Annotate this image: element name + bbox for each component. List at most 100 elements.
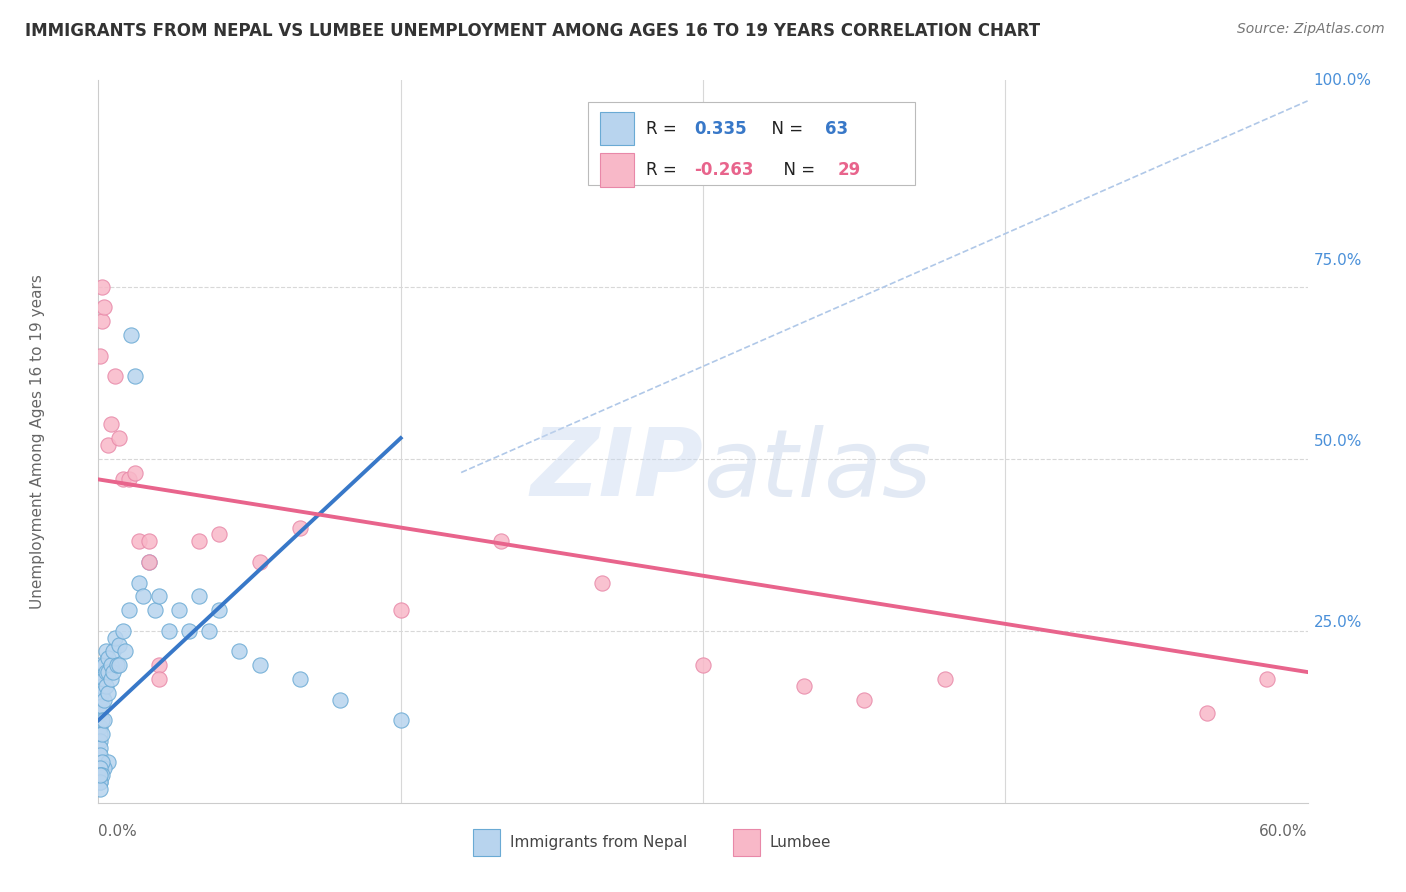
Text: R =: R = bbox=[647, 120, 682, 137]
Point bbox=[138, 555, 160, 569]
Point bbox=[91, 279, 114, 293]
Point bbox=[89, 349, 111, 363]
FancyBboxPatch shape bbox=[588, 102, 915, 185]
Point bbox=[93, 713, 115, 727]
Point bbox=[93, 301, 115, 315]
Text: 0.335: 0.335 bbox=[695, 120, 747, 137]
Point bbox=[107, 658, 129, 673]
Point bbox=[101, 665, 124, 679]
Point bbox=[89, 768, 111, 782]
Point bbox=[148, 590, 170, 604]
Point bbox=[118, 472, 141, 486]
Point bbox=[93, 761, 115, 775]
Point bbox=[138, 534, 160, 549]
Point bbox=[208, 603, 231, 617]
Point bbox=[97, 755, 120, 769]
Point bbox=[93, 672, 115, 686]
Point bbox=[91, 679, 114, 693]
Point bbox=[249, 658, 271, 673]
Point bbox=[1195, 706, 1218, 721]
Point bbox=[934, 672, 956, 686]
Point bbox=[96, 679, 118, 693]
Point bbox=[1256, 672, 1278, 686]
Point bbox=[89, 775, 111, 789]
Text: N =: N = bbox=[761, 120, 808, 137]
Point bbox=[179, 624, 201, 638]
Point bbox=[128, 534, 150, 549]
Point bbox=[91, 314, 114, 328]
Point bbox=[208, 527, 231, 541]
Point bbox=[89, 706, 111, 721]
Point bbox=[93, 692, 115, 706]
Point bbox=[198, 624, 221, 638]
Point bbox=[97, 651, 120, 665]
Bar bbox=[600, 153, 634, 186]
Bar bbox=[734, 829, 759, 856]
Point bbox=[157, 624, 180, 638]
Text: Source: ZipAtlas.com: Source: ZipAtlas.com bbox=[1237, 22, 1385, 37]
Point bbox=[103, 631, 125, 645]
Point bbox=[101, 644, 124, 658]
Point bbox=[288, 672, 311, 686]
Bar bbox=[474, 829, 501, 856]
Point bbox=[188, 590, 211, 604]
Point bbox=[228, 644, 250, 658]
Point bbox=[89, 672, 111, 686]
Text: IMMIGRANTS FROM NEPAL VS LUMBEE UNEMPLOYMENT AMONG AGES 16 TO 19 YEARS CORRELATI: IMMIGRANTS FROM NEPAL VS LUMBEE UNEMPLOY… bbox=[25, 22, 1040, 40]
Point bbox=[114, 644, 136, 658]
Point bbox=[132, 590, 155, 604]
Point bbox=[91, 699, 114, 714]
Text: 0.0%: 0.0% bbox=[98, 824, 138, 839]
Point bbox=[89, 761, 111, 775]
Text: ZIP: ZIP bbox=[530, 425, 703, 516]
Point bbox=[124, 369, 146, 384]
Point bbox=[91, 755, 114, 769]
Point bbox=[148, 658, 170, 673]
Point bbox=[91, 727, 114, 741]
Text: 50.0%: 50.0% bbox=[1313, 434, 1362, 449]
Text: 63: 63 bbox=[825, 120, 848, 137]
Point bbox=[389, 713, 412, 727]
Text: N =: N = bbox=[773, 161, 821, 179]
Point bbox=[793, 679, 815, 693]
Point bbox=[124, 466, 146, 480]
Point bbox=[138, 555, 160, 569]
Point bbox=[89, 692, 111, 706]
Point bbox=[89, 775, 111, 789]
Text: R =: R = bbox=[647, 161, 682, 179]
Point bbox=[389, 603, 412, 617]
Point bbox=[105, 658, 128, 673]
Point bbox=[97, 438, 120, 452]
Point bbox=[329, 692, 352, 706]
Point bbox=[188, 534, 211, 549]
Point bbox=[91, 768, 114, 782]
Point bbox=[118, 603, 141, 617]
Point bbox=[97, 686, 120, 700]
Point bbox=[103, 369, 125, 384]
Text: Unemployment Among Ages 16 to 19 years: Unemployment Among Ages 16 to 19 years bbox=[31, 274, 45, 609]
Point bbox=[89, 768, 111, 782]
Point bbox=[491, 534, 513, 549]
Text: 25.0%: 25.0% bbox=[1313, 615, 1362, 630]
Text: Immigrants from Nepal: Immigrants from Nepal bbox=[509, 835, 686, 850]
Text: 29: 29 bbox=[837, 161, 860, 179]
Point bbox=[148, 672, 170, 686]
Point bbox=[89, 782, 111, 797]
Point bbox=[107, 431, 129, 445]
Point bbox=[96, 665, 118, 679]
Point bbox=[249, 555, 271, 569]
Point bbox=[111, 624, 134, 638]
Point bbox=[692, 658, 714, 673]
Point bbox=[96, 644, 118, 658]
Point bbox=[853, 692, 876, 706]
Text: Lumbee: Lumbee bbox=[769, 835, 831, 850]
Bar bbox=[600, 112, 634, 145]
Point bbox=[89, 734, 111, 748]
Point bbox=[89, 740, 111, 755]
Point bbox=[128, 575, 150, 590]
Point bbox=[100, 672, 122, 686]
Point bbox=[167, 603, 190, 617]
Point bbox=[143, 603, 166, 617]
Point bbox=[100, 658, 122, 673]
Text: 100.0%: 100.0% bbox=[1313, 73, 1372, 87]
